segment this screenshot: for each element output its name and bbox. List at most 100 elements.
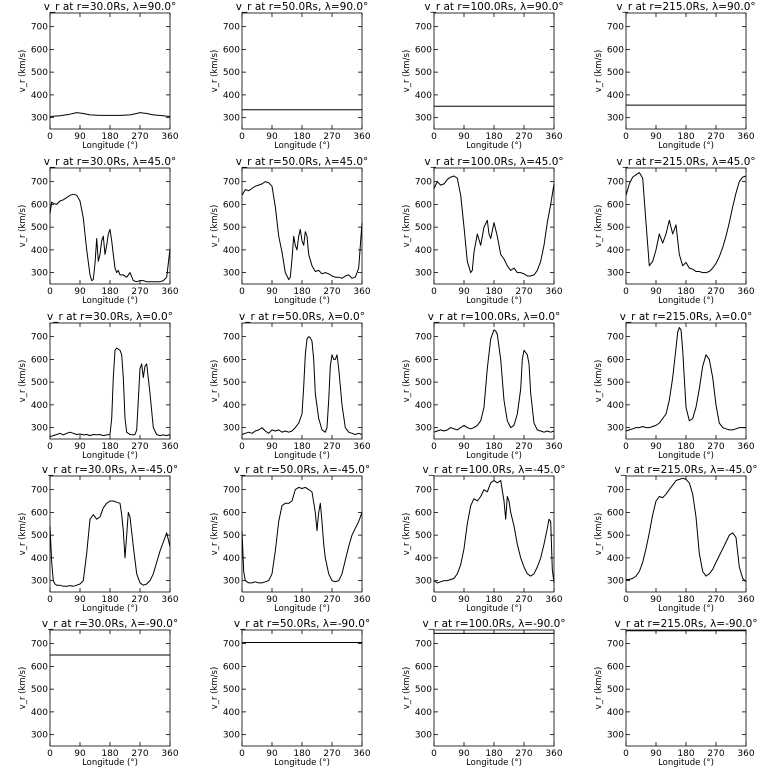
x-axis-label: Longitude (°) xyxy=(274,296,330,306)
x-tick-label: 0 xyxy=(623,287,629,297)
x-tick-label: 0 xyxy=(239,749,245,759)
chart-title: v_r at r=50.0Rs, λ=-45.0° xyxy=(234,464,370,476)
series-line xyxy=(49,347,171,438)
chart-title: v_r at r=50.0Rs, λ=0.0° xyxy=(239,311,365,323)
x-tick-label: 270 xyxy=(707,749,724,759)
chart-title: v_r at r=30.0Rs, λ=-90.0° xyxy=(42,618,178,630)
y-tick-label: 600 xyxy=(31,508,48,518)
x-tick-label: 90 xyxy=(458,287,470,297)
x-tick-label: 0 xyxy=(239,287,245,297)
plot-frame xyxy=(625,475,747,593)
y-axis-label: v_r (km/s) xyxy=(402,360,412,403)
series-line xyxy=(433,480,555,584)
chart-title: v_r at r=100.0Rs, λ=-45.0° xyxy=(422,464,565,476)
y-axis-label: v_r (km/s) xyxy=(594,50,604,93)
series-line xyxy=(625,172,747,274)
chart-panel: v_r at r=30.0Rs, λ=0.0° 0 90 180 270 360 300 40… xyxy=(18,311,179,461)
series-line xyxy=(433,175,555,277)
x-tick-label: 360 xyxy=(353,442,370,452)
y-tick-label: 300 xyxy=(415,114,432,124)
y-axis-label: v_r (km/s) xyxy=(18,360,28,403)
chart-title: v_r at r=100.0Rs, λ=45.0° xyxy=(424,156,563,168)
y-axis-label: v_r (km/s) xyxy=(18,50,28,93)
y-tick-label: 400 xyxy=(415,708,432,718)
x-tick-label: 90 xyxy=(266,749,278,759)
x-tick-label: 180 xyxy=(677,595,694,605)
y-tick-label: 600 xyxy=(607,508,624,518)
y-tick-label: 500 xyxy=(607,378,624,388)
x-axis-label: Longitude (°) xyxy=(658,296,714,306)
chart-title: v_r at r=30.0Rs, λ=-45.0° xyxy=(42,464,178,476)
y-tick-label: 600 xyxy=(31,200,48,210)
chart-panel: v_r at r=50.0Rs, λ=45.0° 0 90 180 270 360 300 4… xyxy=(210,156,371,306)
y-tick-label: 600 xyxy=(31,662,48,672)
y-axis-label: v_r (km/s) xyxy=(594,205,604,248)
chart-panel: v_r at r=100.0Rs, λ=-45.0° 0 90 180 270 360 30… xyxy=(402,464,566,614)
x-tick-label: 180 xyxy=(485,287,502,297)
y-tick-label: 500 xyxy=(415,531,432,541)
x-tick-label: 90 xyxy=(458,132,470,142)
x-tick-label: 0 xyxy=(623,749,629,759)
y-tick-label: 600 xyxy=(415,200,432,210)
chart-panel: v_r at r=100.0Rs, λ=-90.0° 0 90 180 270 360 30… xyxy=(402,618,566,768)
y-tick-label: 500 xyxy=(607,223,624,233)
x-tick-label: 90 xyxy=(650,287,662,297)
y-tick-label: 500 xyxy=(607,531,624,541)
chart-title: v_r at r=215.0Rs, λ=90.0° xyxy=(616,1,755,13)
x-tick-label: 90 xyxy=(650,442,662,452)
chart-panel: v_r at r=215.0Rs, λ=0.0° 0 90 180 270 360 300 4… xyxy=(594,311,755,461)
x-axis-label: Longitude (°) xyxy=(658,451,714,461)
y-tick-label: 500 xyxy=(223,378,240,388)
chart-panel: v_r at r=215.0Rs, λ=-90.0° 0 90 180 270 360 30… xyxy=(594,618,758,768)
x-tick-label: 180 xyxy=(485,132,502,142)
y-tick-label: 300 xyxy=(223,577,240,587)
y-tick-label: 400 xyxy=(31,708,48,718)
y-tick-label: 700 xyxy=(223,333,240,343)
y-axis-label: v_r (km/s) xyxy=(402,513,412,556)
x-axis-label: Longitude (°) xyxy=(466,604,522,614)
x-tick-label: 360 xyxy=(353,287,370,297)
x-tick-label: 360 xyxy=(161,749,178,759)
x-tick-label: 0 xyxy=(47,287,53,297)
series-line xyxy=(433,329,555,433)
y-tick-label: 300 xyxy=(31,114,48,124)
y-tick-label: 400 xyxy=(223,246,240,256)
y-tick-label: 300 xyxy=(31,577,48,587)
plot-frame xyxy=(625,629,747,747)
y-axis-label: v_r (km/s) xyxy=(210,513,220,556)
y-tick-label: 500 xyxy=(31,68,48,78)
y-axis-label: v_r (km/s) xyxy=(210,205,220,248)
x-tick-label: 270 xyxy=(323,442,340,452)
plot-frame xyxy=(49,12,171,130)
x-axis-label: Longitude (°) xyxy=(82,451,138,461)
chart-panel: v_r at r=215.0Rs, λ=90.0° 0 90 180 270 360 300… xyxy=(594,1,756,151)
x-tick-label: 180 xyxy=(677,749,694,759)
y-tick-label: 300 xyxy=(415,577,432,587)
x-tick-label: 270 xyxy=(707,287,724,297)
y-tick-label: 400 xyxy=(223,91,240,101)
x-axis-label: Longitude (°) xyxy=(274,451,330,461)
x-tick-label: 0 xyxy=(431,595,437,605)
plot-frame xyxy=(49,629,171,747)
y-tick-label: 700 xyxy=(223,486,240,496)
x-tick-label: 360 xyxy=(161,287,178,297)
y-tick-label: 300 xyxy=(223,269,240,279)
y-axis-label: v_r (km/s) xyxy=(402,205,412,248)
y-tick-label: 600 xyxy=(223,200,240,210)
y-tick-label: 600 xyxy=(223,355,240,365)
chart-title: v_r at r=215.0Rs, λ=-90.0° xyxy=(614,618,757,630)
x-tick-label: 90 xyxy=(650,749,662,759)
y-tick-label: 500 xyxy=(223,685,240,695)
y-tick-label: 300 xyxy=(31,424,48,434)
x-tick-label: 270 xyxy=(131,595,148,605)
y-axis-label: v_r (km/s) xyxy=(210,667,220,710)
x-axis-label: Longitude (°) xyxy=(466,141,522,151)
chart-title: v_r at r=100.0Rs, λ=90.0° xyxy=(424,1,563,13)
x-tick-label: 90 xyxy=(74,749,86,759)
x-tick-label: 360 xyxy=(161,595,178,605)
x-axis-label: Longitude (°) xyxy=(274,604,330,614)
series-line xyxy=(49,193,171,283)
y-tick-label: 300 xyxy=(31,269,48,279)
y-tick-label: 500 xyxy=(415,378,432,388)
x-axis-label: Longitude (°) xyxy=(274,758,330,768)
